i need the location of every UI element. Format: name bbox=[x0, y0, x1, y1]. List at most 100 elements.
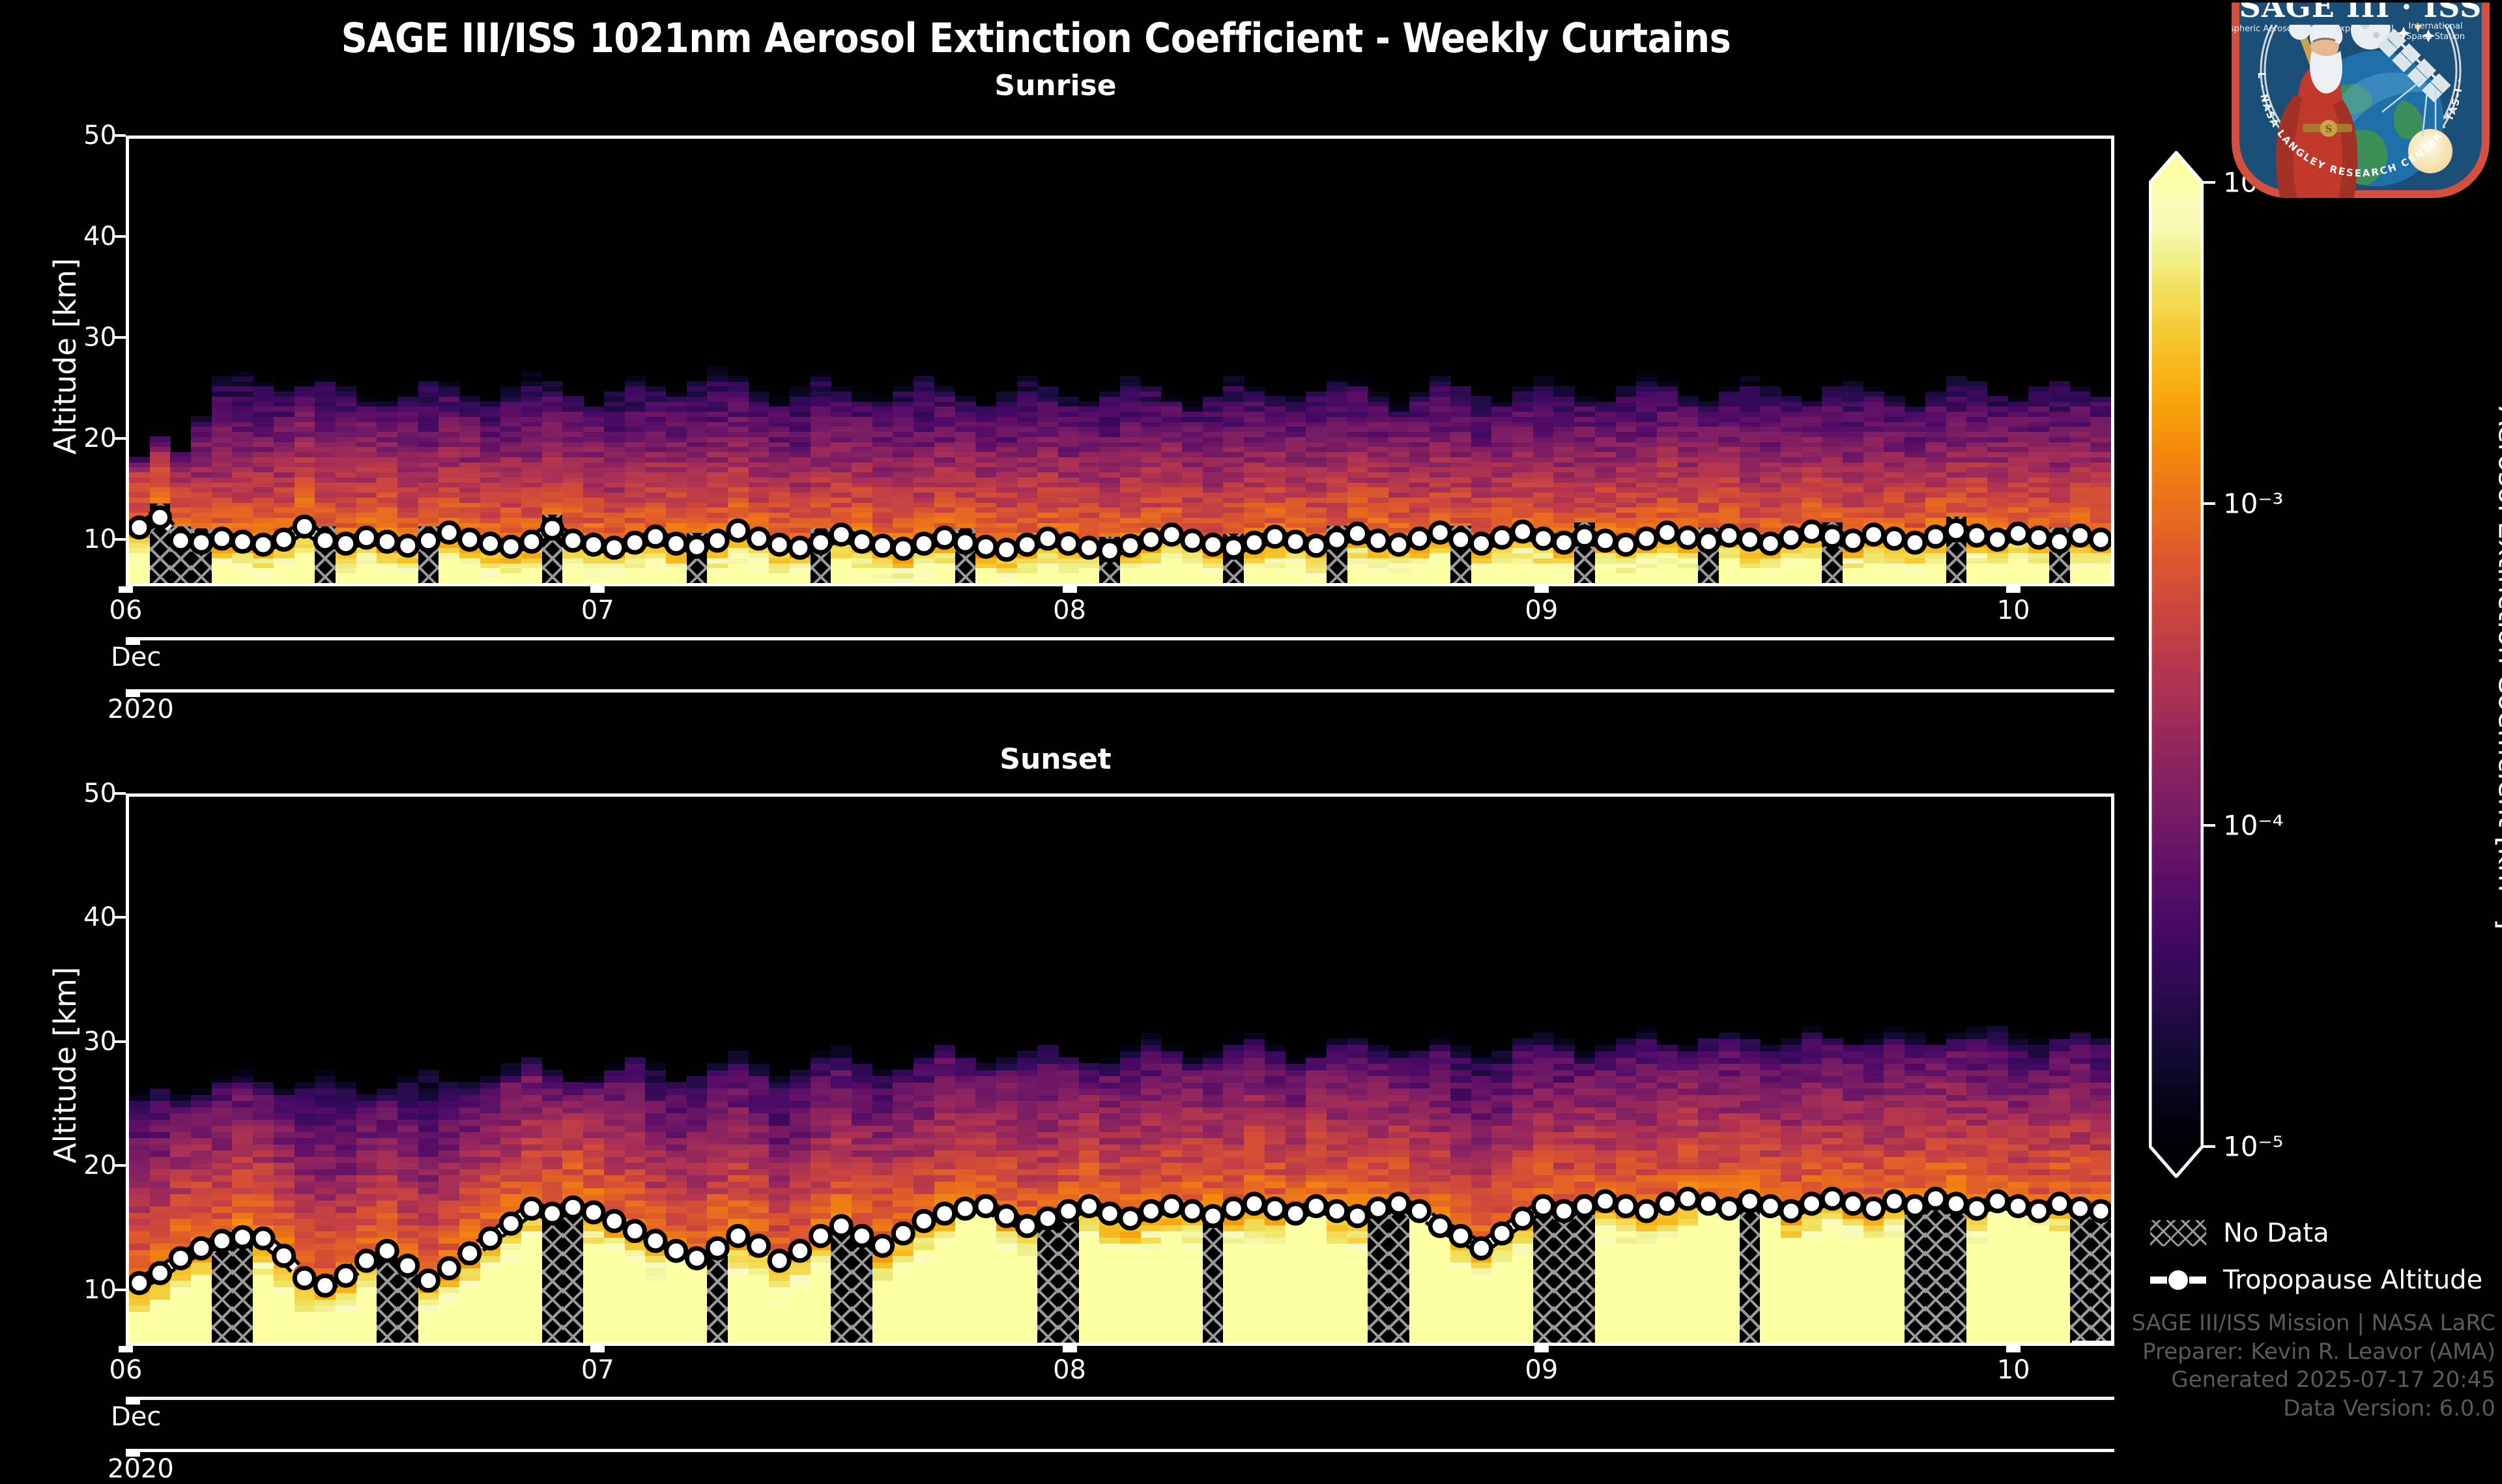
tropopause-marker bbox=[253, 535, 273, 554]
tropopause-marker bbox=[2008, 524, 2028, 543]
tropopause-marker bbox=[1038, 529, 1057, 549]
tropopause-marker bbox=[1100, 541, 1119, 560]
tropopause-marker bbox=[914, 534, 934, 554]
y-tick-label: 40 bbox=[83, 221, 117, 251]
year-spine-sunrise bbox=[126, 689, 2114, 692]
tropopause-marker bbox=[377, 532, 397, 552]
tropopause-marker bbox=[501, 537, 521, 556]
tropopause-marker bbox=[315, 531, 335, 550]
tropopause-marker bbox=[1926, 527, 1946, 547]
tropopause-marker bbox=[563, 531, 582, 550]
tropopause-marker bbox=[1162, 525, 1181, 545]
tropopause-marker bbox=[2071, 526, 2090, 545]
tropopause-marker bbox=[2029, 528, 2049, 547]
tropopause-marker bbox=[997, 540, 1016, 560]
tropopause-marker bbox=[728, 521, 748, 540]
tropopause-marker bbox=[1534, 529, 1553, 549]
tropopause-marker bbox=[1905, 533, 1925, 552]
x-tick-label: 06 bbox=[109, 595, 143, 625]
y-tick-label: 50 bbox=[83, 121, 117, 150]
tropopause-marker bbox=[1265, 527, 1285, 547]
tropopause-marker bbox=[1637, 529, 1656, 549]
tropopause-marker bbox=[1306, 536, 1326, 556]
tropopause-marker bbox=[1017, 535, 1037, 554]
tropopause-marker bbox=[2091, 530, 2110, 549]
tropopause-marker bbox=[976, 537, 996, 556]
tropopause-marker bbox=[1699, 532, 1718, 552]
tropopause-marker bbox=[356, 528, 376, 547]
tropopause-marker bbox=[481, 534, 500, 554]
page-title: SAGE III/ISS 1021nm Aerosol Extinction C… bbox=[0, 14, 2072, 62]
tropopause-marker bbox=[1368, 531, 1388, 550]
tropopause-marker bbox=[852, 532, 872, 552]
tropopause-marker bbox=[1802, 522, 1822, 541]
tropopause-marker bbox=[1080, 538, 1099, 558]
tropopause-marker bbox=[1244, 533, 1264, 552]
tropopause-marker bbox=[212, 529, 232, 549]
tropopause-marker bbox=[811, 533, 831, 552]
x-tick-mark bbox=[590, 586, 605, 593]
tropopause-marker bbox=[1554, 533, 1574, 552]
x-tick-label: 09 bbox=[1525, 595, 1558, 625]
x-tick-label: 07 bbox=[581, 595, 614, 625]
tropopause-marker bbox=[625, 533, 644, 552]
tropopause-marker bbox=[769, 535, 789, 554]
plot-axes-sunrise[interactable] bbox=[126, 136, 2114, 586]
tropopause-marker bbox=[1327, 530, 1347, 549]
tropopause-marker bbox=[543, 519, 562, 538]
tropopause-marker bbox=[790, 538, 810, 558]
y-tick-label: 10 bbox=[83, 524, 117, 554]
tropopause-marker bbox=[708, 531, 727, 550]
tropopause-marker bbox=[1513, 522, 1532, 541]
tropopause-marker bbox=[667, 534, 686, 554]
tropopause-marker bbox=[646, 527, 665, 547]
x-tick-label: 10 bbox=[1997, 595, 2030, 625]
tropopause-marker bbox=[1430, 523, 1450, 543]
x-tick-label: 08 bbox=[1053, 595, 1086, 625]
tropopause-marker bbox=[831, 525, 851, 545]
tropopause-marker bbox=[439, 523, 459, 543]
tropopause-marker bbox=[192, 533, 211, 552]
tropopause-marker bbox=[1719, 526, 1739, 545]
y-tick-label: 20 bbox=[83, 423, 117, 453]
tropopause-marker bbox=[1142, 530, 1161, 549]
tropopause-marker bbox=[1822, 527, 1842, 547]
tropopause-marker bbox=[873, 536, 893, 556]
figure-root: SAGE III/ISS 1021nm Aerosol Extinction C… bbox=[0, 0, 2502, 1407]
tropopause-marker bbox=[1347, 524, 1367, 543]
x-tick-mark bbox=[2006, 586, 2020, 593]
tropopause-marker bbox=[336, 534, 356, 554]
panel-title-sunrise: Sunrise bbox=[0, 69, 2111, 102]
tropopause-marker bbox=[1203, 535, 1223, 554]
tropopause-marker bbox=[1678, 528, 1697, 547]
year-label-sunrise: 2020 bbox=[108, 694, 174, 724]
x-tick-mark bbox=[1534, 586, 1549, 593]
tropopause-marker bbox=[1286, 532, 1305, 552]
tropopause-marker bbox=[1884, 529, 1904, 549]
tropopause-marker bbox=[171, 531, 190, 550]
tropopause-marker bbox=[151, 507, 170, 527]
tropopause-marker bbox=[1843, 531, 1863, 550]
tropopause-marker bbox=[1389, 535, 1409, 554]
plot-axes-sunset[interactable] bbox=[126, 793, 2114, 1346]
tropopause-marker bbox=[1781, 528, 1801, 547]
tropopause-marker bbox=[1596, 531, 1615, 550]
tropopause-marker bbox=[1410, 529, 1430, 549]
tropopause-marker bbox=[584, 535, 603, 554]
tropopause-marker bbox=[687, 537, 706, 556]
x-tick-mark bbox=[119, 586, 133, 593]
tropopause-marker bbox=[893, 539, 913, 558]
y-tick-label: 30 bbox=[83, 322, 117, 352]
tropopause-marker bbox=[1472, 534, 1491, 554]
x-tick-mark bbox=[1063, 586, 1077, 593]
month-label-sunrise: Dec bbox=[111, 642, 161, 672]
tropopause-marker bbox=[295, 517, 314, 536]
tropopause-marker bbox=[522, 532, 541, 552]
tropopause-marker bbox=[605, 538, 624, 558]
tropopause-marker bbox=[955, 533, 975, 552]
tropopause-marker bbox=[1059, 534, 1078, 554]
tropopause-marker bbox=[419, 531, 439, 550]
tropopause-marker bbox=[1121, 536, 1140, 556]
tropopause-marker bbox=[1658, 523, 1677, 543]
tropopause-marker bbox=[1946, 521, 1966, 540]
